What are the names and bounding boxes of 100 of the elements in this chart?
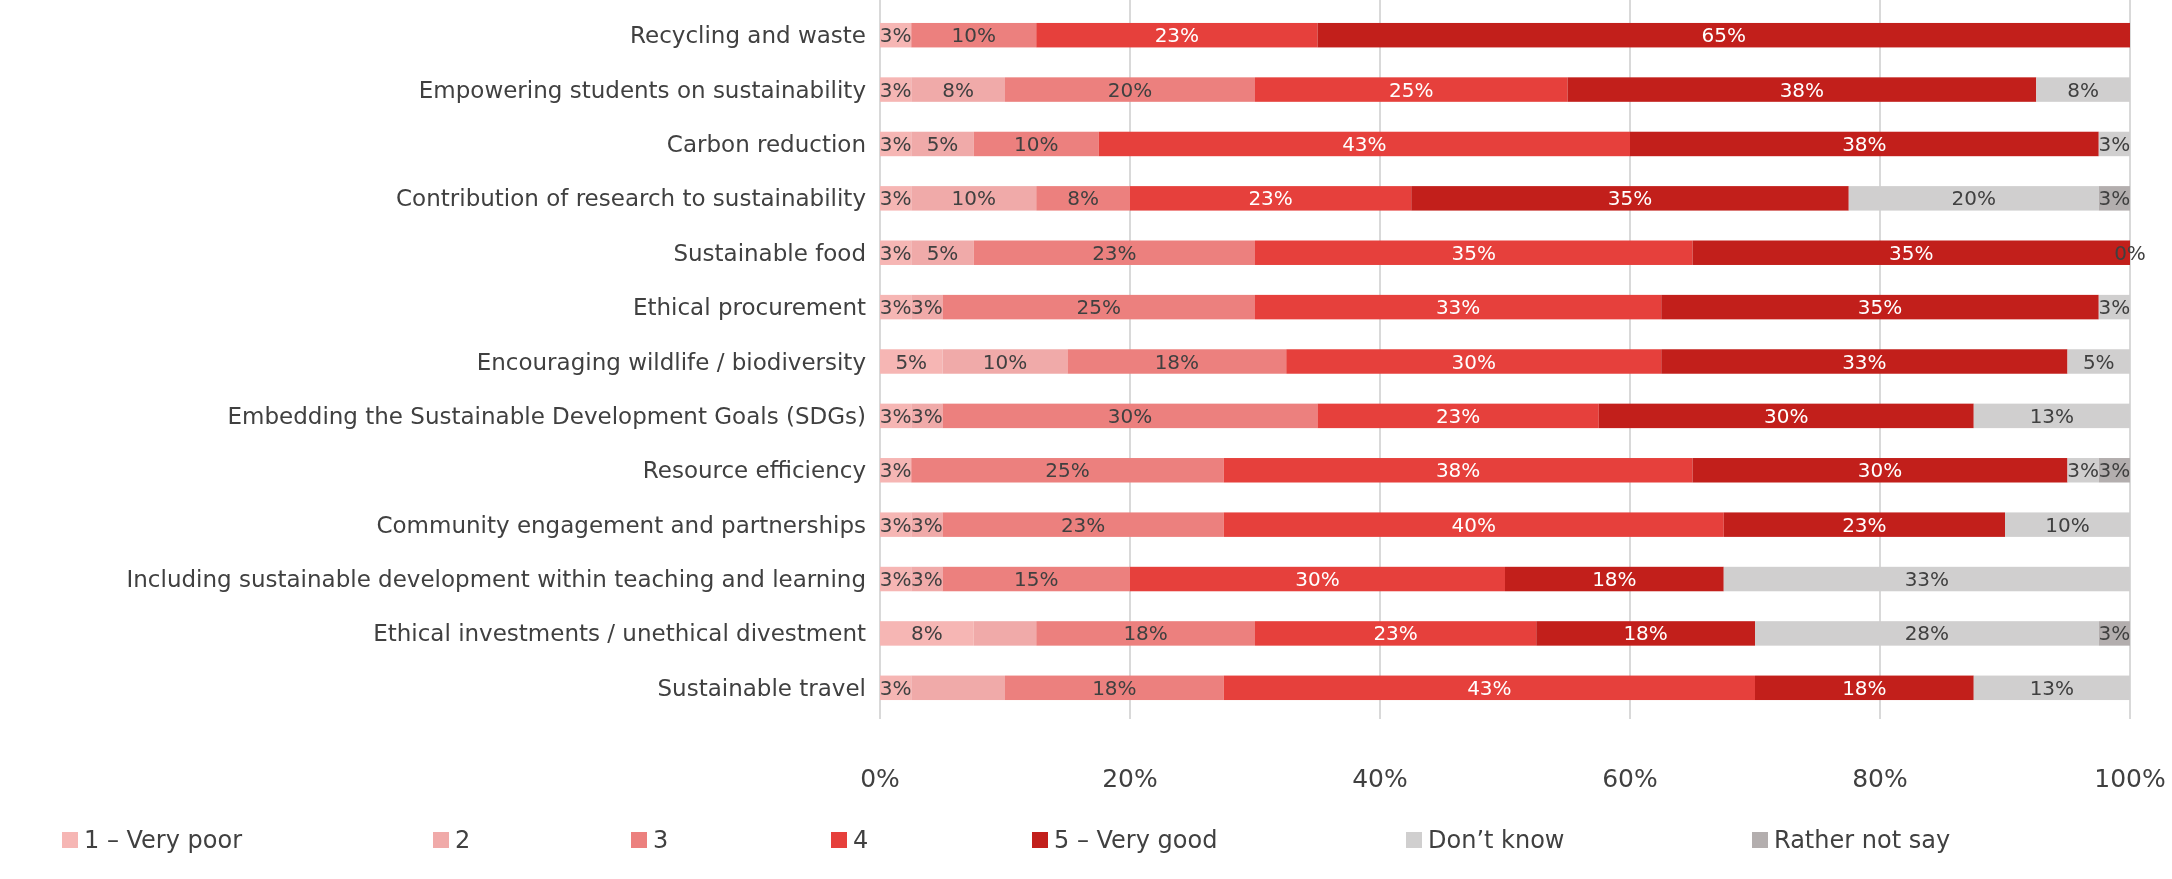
bar	[1130, 566, 1505, 592]
y-tick-label: Carbon reduction	[666, 131, 866, 158]
data-label: 43%	[1467, 675, 1512, 700]
y-tick-label: Sustainable travel	[657, 674, 866, 701]
bar	[1755, 675, 1974, 701]
data-label: 40%	[1451, 512, 1496, 537]
bar	[1598, 403, 1974, 429]
data-label: 3%	[2067, 458, 2099, 483]
bar	[942, 403, 1318, 429]
data-label: 5%	[2082, 349, 2115, 374]
y-tick-label: Community engagement and partnerships	[376, 511, 866, 538]
data-label: 30%	[1295, 567, 1340, 592]
bar	[911, 458, 1224, 483]
x-tick-label: 40%	[1352, 763, 1408, 793]
data-label: 65%	[1701, 23, 1746, 48]
data-label: 25%	[1076, 295, 1121, 320]
data-label: 3%	[2098, 131, 2131, 156]
legend-label: 4	[853, 826, 869, 855]
data-label: 3%	[911, 567, 943, 592]
y-tick-label: Ethical investments / unethical divestment	[373, 620, 866, 647]
bar	[1286, 349, 1662, 374]
data-label: 3%	[879, 23, 912, 48]
data-label: 18%	[1154, 349, 1200, 374]
data-label: 3%	[879, 295, 912, 320]
x-tick-label: 100%	[2094, 763, 2166, 793]
bar	[1067, 349, 1287, 374]
data-label: 28%	[1904, 621, 1950, 646]
y-tick-label: Contribution of research to sustainability	[396, 185, 866, 212]
bar	[942, 512, 1224, 537]
data-label: 10%	[951, 186, 996, 211]
bar	[1098, 131, 1630, 157]
data-label: 0%	[2114, 240, 2146, 265]
data-label: 33%	[1435, 295, 1481, 320]
bar	[1692, 458, 2068, 483]
data-label: 3%	[879, 131, 912, 156]
data-label: 10%	[2045, 512, 2090, 537]
data-label: 23%	[1154, 23, 1200, 48]
bar	[1536, 621, 1755, 646]
legend-label: 5 – Very good	[1054, 826, 1218, 855]
bar	[1661, 294, 2099, 320]
data-label: 13%	[2029, 675, 2075, 700]
x-tick-label: 80%	[1852, 763, 1908, 793]
data-label: 10%	[1014, 131, 1059, 156]
x-tick-label: 0%	[860, 763, 900, 793]
legend-label: Rather not say	[1774, 826, 1951, 855]
data-label: 35%	[1889, 240, 1934, 265]
data-label: 23%	[1248, 186, 1293, 211]
data-label: 3%	[879, 675, 912, 700]
data-label: 35%	[1857, 295, 1903, 320]
data-label: 18%	[1123, 621, 1168, 646]
data-label: 3%	[2098, 295, 2131, 320]
data-label: 23%	[1060, 512, 1106, 537]
data-label: 5%	[926, 240, 959, 265]
data-label: 5%	[895, 349, 928, 374]
data-label: 38%	[1842, 131, 1887, 156]
data-label: 3%	[2098, 186, 2131, 211]
bar	[1223, 675, 1755, 701]
data-label: 23%	[1842, 512, 1887, 537]
bar	[1036, 621, 1255, 646]
bar	[1567, 77, 2037, 102]
data-label: 18%	[1092, 675, 1137, 700]
data-label: 3%	[2098, 621, 2131, 646]
bar	[942, 566, 1130, 592]
legend-label: 1 – Very poor	[84, 826, 243, 855]
data-label: 3%	[911, 512, 943, 537]
data-label: 8%	[942, 77, 974, 102]
y-tick-label: Encouraging wildlife / biodiversity	[476, 348, 866, 375]
bar	[1255, 77, 1568, 102]
data-label: 15%	[1014, 567, 1059, 592]
bar	[1723, 512, 2005, 537]
data-label: 3%	[879, 458, 912, 483]
bar	[1317, 22, 2130, 48]
y-tick-label: Resource efficiency	[642, 457, 866, 484]
data-label: 3%	[911, 295, 943, 320]
bar	[973, 240, 1255, 265]
data-label: 30%	[1764, 403, 1809, 428]
data-label: 18%	[1592, 567, 1637, 592]
y-tick-label: Recycling and waste	[630, 22, 866, 49]
legend-label: 3	[653, 826, 669, 855]
data-label: 30%	[1857, 458, 1903, 483]
bar	[1255, 240, 1693, 265]
data-label: 3%	[879, 512, 912, 537]
data-label: 10%	[951, 23, 996, 48]
data-label: 3%	[879, 240, 912, 265]
data-label: 8%	[911, 621, 943, 646]
bar	[1630, 131, 2099, 157]
bar	[1411, 186, 1849, 211]
data-label: 20%	[1107, 77, 1153, 102]
data-label: 43%	[1342, 131, 1387, 156]
y-tick-label: Including sustainable development within teaching and learning	[126, 566, 866, 593]
data-label: 3%	[2098, 458, 2131, 483]
data-label: 33%	[1904, 567, 1950, 592]
data-label: 3%	[879, 403, 912, 428]
data-label: 23%	[1092, 240, 1137, 265]
bar	[1036, 22, 1318, 48]
data-label: 18%	[1623, 621, 1668, 646]
bar	[1223, 458, 1693, 483]
data-label: 3%	[879, 567, 912, 592]
data-label: 30%	[1451, 349, 1496, 374]
data-label: 25%	[1389, 77, 1434, 102]
